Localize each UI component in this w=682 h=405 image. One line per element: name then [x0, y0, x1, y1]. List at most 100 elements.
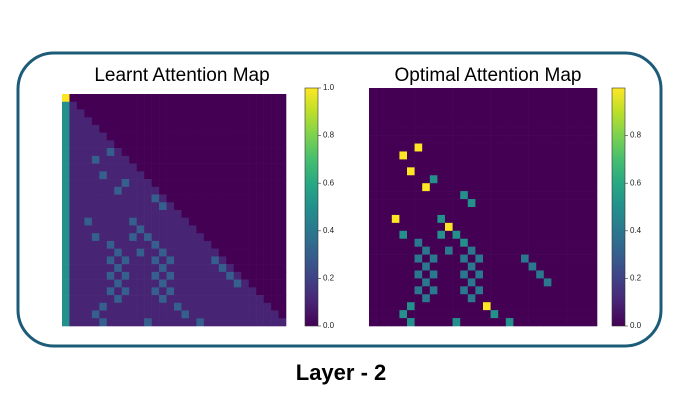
heatmap-cell: [384, 302, 393, 311]
heatmap-cell: [129, 109, 137, 118]
heatmap-cell: [256, 186, 264, 195]
heatmap-cell: [589, 103, 598, 113]
heatmap-cell: [233, 240, 242, 249]
heatmap-cell: [233, 233, 242, 242]
heatmap-cell: [62, 163, 70, 172]
heatmap-cell: [196, 295, 205, 304]
heatmap-cell: [475, 191, 484, 200]
heatmap-cell: [490, 318, 499, 327]
heatmap-cell: [271, 210, 279, 219]
heatmap-cell: [384, 199, 393, 208]
heatmap-cell: [566, 222, 575, 232]
heatmap-cell: [121, 302, 130, 311]
heatmap-cell: [460, 135, 469, 144]
chart-title: Learnt Attention Map: [94, 65, 269, 86]
heatmap-cell: [99, 109, 108, 118]
heatmap-cell: [475, 135, 484, 144]
heatmap-cell: [414, 254, 423, 263]
heatmap-cell: [376, 318, 385, 327]
heatmap-cell: [159, 186, 167, 195]
heatmap-cell: [203, 194, 212, 203]
heatmap-cell: [452, 151, 461, 160]
heatmap-cell: [407, 159, 415, 168]
heatmap-cell: [475, 238, 484, 247]
heatmap-cell: [505, 88, 514, 97]
heatmap-cell: [151, 233, 160, 242]
heatmap-cell: [399, 270, 408, 279]
heatmap-cell: [129, 155, 137, 164]
heatmap-cell: [475, 222, 484, 232]
heatmap-cell: [384, 278, 393, 287]
heatmap-cell: [256, 256, 264, 265]
heatmap-cell: [241, 186, 249, 195]
heatmap-cell: [551, 302, 560, 311]
heatmap-cell: [391, 175, 400, 184]
heatmap-cell: [467, 222, 476, 232]
heatmap-cell: [241, 264, 249, 273]
colorbar-tick-label: 0.0: [323, 321, 335, 330]
heatmap-cell: [376, 238, 385, 247]
heatmap-cell: [99, 101, 108, 110]
heatmap-cell: [263, 140, 272, 149]
heatmap-cell: [226, 163, 235, 172]
heatmap-cell: [376, 254, 385, 263]
heatmap-cell: [505, 262, 514, 271]
heatmap-cell: [407, 191, 415, 200]
heatmap-cell: [91, 117, 100, 126]
heatmap-cell: [391, 270, 400, 279]
heatmap-cell: [151, 248, 160, 257]
heatmap-cell: [196, 302, 205, 311]
heatmap-cell: [581, 167, 590, 176]
heatmap-cell: [106, 155, 115, 164]
heatmap-cell: [505, 95, 514, 105]
heatmap-cell: [188, 140, 197, 149]
heatmap-cell: [452, 262, 461, 271]
heatmap-cell: [384, 286, 393, 295]
heatmap-cell: [505, 222, 514, 232]
heatmap-cell: [521, 262, 529, 271]
heatmap-cell: [589, 111, 598, 121]
heatmap-cell: [498, 207, 507, 216]
heatmap-cell: [91, 295, 100, 304]
heatmap-cell: [475, 310, 484, 319]
heatmap-cell: [106, 202, 115, 211]
heatmap-cell: [429, 278, 438, 287]
heatmap-cell: [589, 159, 598, 168]
heatmap-cell: [429, 135, 438, 144]
heatmap-cell: [144, 271, 152, 280]
heatmap-cell: [467, 183, 476, 192]
heatmap-cell: [445, 278, 453, 287]
heatmap-cell: [233, 271, 242, 280]
heatmap-cell: [460, 127, 469, 136]
heatmap-cell: [84, 155, 93, 164]
heatmap-cell: [114, 124, 123, 133]
heatmap-cell: [376, 175, 385, 184]
heatmap-cell: [536, 151, 545, 160]
heatmap-cell: [513, 95, 522, 105]
heatmap-cell: [84, 210, 93, 219]
heatmap-cell: [91, 163, 100, 172]
heatmap-cell: [181, 94, 190, 103]
heatmap-cell: [99, 295, 108, 304]
heatmap-cell: [84, 140, 93, 149]
heatmap-cell: [99, 271, 108, 280]
heatmap-cell: [483, 167, 491, 176]
heatmap-cell: [460, 310, 469, 319]
heatmap-cell: [159, 217, 167, 226]
heatmap-cell: [181, 318, 190, 327]
heatmap-cell: [174, 202, 182, 211]
heatmap-cell: [76, 179, 85, 188]
heatmap-cell: [203, 109, 212, 118]
heatmap-cell: [136, 101, 145, 110]
heatmap-cell: [181, 310, 190, 319]
heatmap-cell: [414, 175, 423, 184]
heatmap-cell: [91, 148, 100, 157]
heatmap-cell: [159, 117, 167, 126]
heatmap-cell: [376, 270, 385, 279]
heatmap-cell: [218, 287, 227, 296]
heatmap-cell: [437, 278, 446, 287]
heatmap-cell: [76, 186, 85, 195]
heatmap-cell: [422, 88, 431, 97]
heatmap-cell: [559, 262, 567, 271]
heatmap-cell: [498, 167, 507, 176]
